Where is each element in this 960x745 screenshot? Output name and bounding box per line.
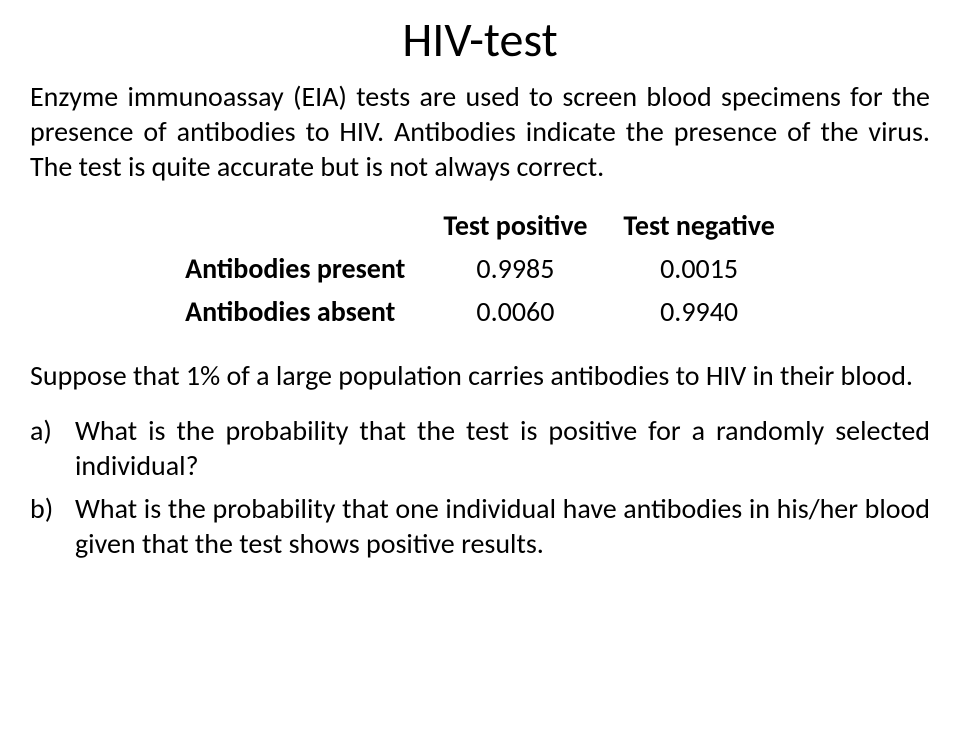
table-row: Antibodies absent 0.0060 0.9940 <box>167 290 793 333</box>
question-b: b) What is the probability that one indi… <box>30 491 930 561</box>
page-title: HIV-test <box>30 10 930 69</box>
row-label-absent: Antibodies absent <box>167 290 425 333</box>
cell-absent-negative: 0.9940 <box>605 290 792 333</box>
cell-present-negative: 0.0015 <box>605 247 792 290</box>
intro-paragraph: Enzyme immunoassay (EIA) tests are used … <box>30 79 930 184</box>
question-a-text: What is the probability that the test is… <box>75 413 930 483</box>
page: HIV-test Enzyme immunoassay (EIA) tests … <box>0 0 960 745</box>
cell-present-positive: 0.9985 <box>425 247 605 290</box>
probability-table: Test positive Test negative Antibodies p… <box>167 204 793 333</box>
table-header-row: Test positive Test negative <box>167 204 793 247</box>
row-label-present: Antibodies present <box>167 247 425 290</box>
suppose-paragraph: Suppose that 1% of a large population ca… <box>30 358 930 393</box>
table-row: Antibodies present 0.9985 0.0015 <box>167 247 793 290</box>
question-a: a) What is the probability that the test… <box>30 413 930 483</box>
question-list: a) What is the probability that the test… <box>30 413 930 561</box>
question-a-marker: a) <box>30 413 75 483</box>
cell-absent-positive: 0.0060 <box>425 290 605 333</box>
question-b-text: What is the probability that one individ… <box>75 491 930 561</box>
col-header-negative: Test negative <box>605 204 792 247</box>
col-header-positive: Test positive <box>425 204 605 247</box>
table-corner-empty <box>167 204 425 247</box>
question-b-marker: b) <box>30 491 75 561</box>
